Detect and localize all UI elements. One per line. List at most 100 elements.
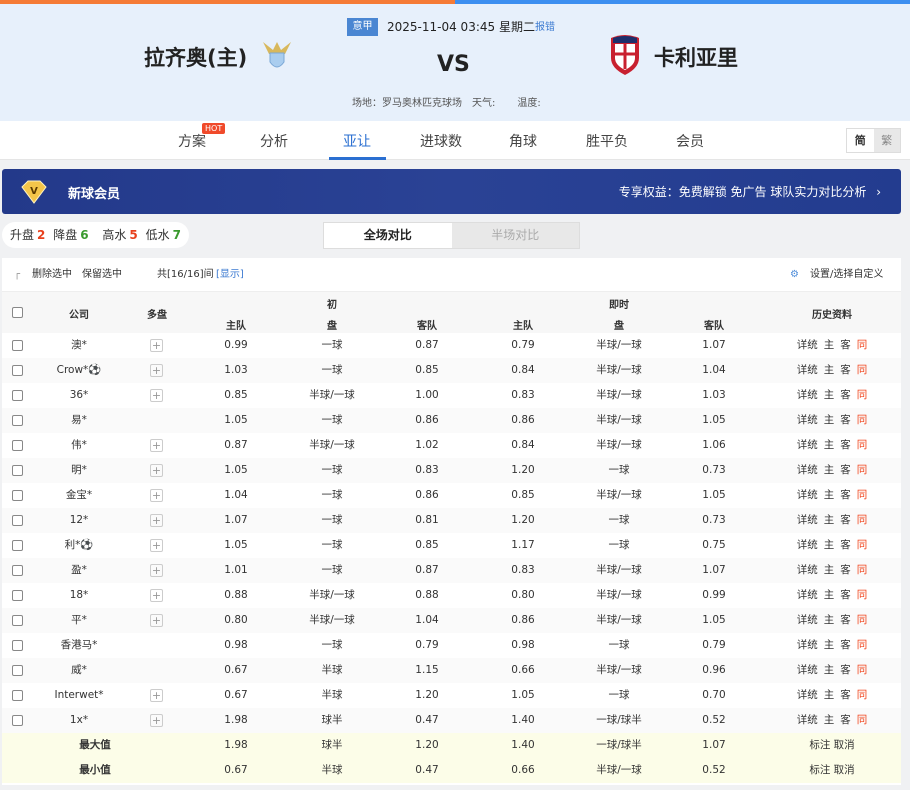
expand-plus-icon[interactable]: + (150, 489, 163, 502)
company-name[interactable]: 明* (71, 464, 87, 476)
keep-selected-button[interactable]: 保留选中 (82, 269, 122, 280)
history-away-link[interactable]: 客 (840, 464, 851, 476)
simplified-button[interactable]: 简 (847, 129, 874, 152)
expand-plus-icon[interactable]: + (150, 689, 163, 702)
history-away-link[interactable]: 客 (840, 414, 851, 426)
history-same-link[interactable]: 同 (856, 389, 868, 401)
league-badge[interactable]: 意甲 (347, 18, 378, 36)
history-stats-link[interactable]: 详统 (796, 489, 818, 501)
history-same-link[interactable]: 同 (856, 364, 868, 376)
history-away-link[interactable]: 客 (840, 614, 851, 626)
row-checkbox[interactable] (12, 715, 23, 726)
history-same-link[interactable]: 同 (856, 464, 868, 476)
history-same-link[interactable]: 同 (856, 539, 868, 551)
expand-plus-icon[interactable]: + (150, 464, 163, 477)
home-team-name[interactable]: 拉齐奥(主) (144, 46, 248, 70)
row-checkbox[interactable] (12, 640, 23, 651)
history-same-link[interactable]: 同 (856, 614, 868, 626)
tab-goals[interactable]: 进球数 (420, 134, 462, 150)
history-home-link[interactable]: 主 (823, 539, 835, 551)
tab-corners[interactable]: 角球 (509, 134, 537, 150)
history-home-link[interactable]: 主 (823, 514, 835, 526)
tab-analysis[interactable]: 分析 (260, 134, 288, 150)
history-stats-link[interactable]: 详统 (796, 339, 818, 351)
history-stats-link[interactable]: 详统 (796, 589, 818, 601)
history-same-link[interactable]: 同 (856, 589, 868, 601)
row-checkbox[interactable] (12, 565, 23, 576)
history-stats-link[interactable]: 详统 (796, 414, 818, 426)
row-checkbox[interactable] (12, 665, 23, 676)
company-name[interactable]: 18* (69, 589, 89, 601)
history-stats-link[interactable]: 详统 (796, 614, 818, 626)
expand-plus-icon[interactable]: + (150, 714, 163, 727)
tab-asian-handicap[interactable]: 亚让 (343, 134, 371, 150)
membership-banner[interactable]: V 新球会员 专享权益：免费解锁 免广告 球队实力对比分析 › (2, 169, 901, 214)
expand-plus-icon[interactable]: + (150, 439, 163, 452)
company-name[interactable]: 盈* (71, 564, 87, 576)
row-checkbox[interactable] (12, 615, 23, 626)
select-all-checkbox[interactable] (12, 307, 23, 318)
history-home-link[interactable]: 主 (823, 464, 835, 476)
history-stats-link[interactable]: 详统 (796, 514, 818, 526)
row-checkbox[interactable] (12, 590, 23, 601)
history-stats-link[interactable]: 详统 (796, 439, 818, 451)
expand-plus-icon[interactable]: + (150, 514, 163, 527)
history-same-link[interactable]: 同 (856, 714, 868, 726)
history-same-link[interactable]: 同 (856, 489, 868, 501)
history-away-link[interactable]: 客 (840, 689, 851, 701)
history-stats-link[interactable]: 详统 (796, 639, 818, 651)
row-checkbox[interactable] (12, 415, 23, 426)
history-home-link[interactable]: 主 (823, 639, 835, 651)
history-stats-link[interactable]: 详统 (796, 364, 818, 376)
company-name[interactable]: 金宝* (65, 489, 93, 501)
row-checkbox[interactable] (12, 690, 23, 701)
history-same-link[interactable]: 同 (856, 339, 868, 351)
history-same-link[interactable]: 同 (856, 664, 868, 676)
history-same-link[interactable]: 同 (856, 689, 868, 701)
history-same-link[interactable]: 同 (856, 564, 868, 576)
expand-plus-icon[interactable]: + (150, 614, 163, 627)
history-home-link[interactable]: 主 (823, 339, 835, 351)
history-home-link[interactable]: 主 (823, 414, 835, 426)
company-name[interactable]: Interwet* (54, 689, 104, 701)
tab-1x2[interactable]: 胜平负 (586, 134, 628, 150)
history-home-link[interactable]: 主 (823, 714, 835, 726)
history-stats-link[interactable]: 详统 (796, 714, 818, 726)
expand-plus-icon[interactable]: + (150, 539, 163, 552)
settings-button[interactable]: 设置/选择自定义 (810, 269, 884, 280)
history-stats-link[interactable]: 详统 (796, 564, 818, 576)
row-checkbox[interactable] (12, 490, 23, 501)
history-home-link[interactable]: 主 (823, 664, 835, 676)
report-error-link[interactable]: 报错 (535, 22, 555, 33)
history-stats-link[interactable]: 详统 (796, 664, 818, 676)
company-name[interactable]: 威* (71, 664, 87, 676)
history-away-link[interactable]: 客 (840, 564, 851, 576)
show-link[interactable]: [显示] (216, 269, 244, 280)
history-stats-link[interactable]: 详统 (796, 464, 818, 476)
history-stats-link[interactable]: 详统 (796, 539, 818, 551)
row-checkbox[interactable] (12, 440, 23, 451)
row-checkbox[interactable] (12, 365, 23, 376)
history-same-link[interactable]: 同 (856, 414, 868, 426)
history-away-link[interactable]: 客 (840, 589, 851, 601)
history-stats-link[interactable]: 详统 (796, 389, 818, 401)
traditional-button[interactable]: 繁 (873, 129, 900, 152)
history-same-link[interactable]: 同 (856, 639, 868, 651)
mark-cancel-actions[interactable]: 标注 取消 (809, 739, 855, 751)
company-name[interactable]: 1x* (69, 714, 89, 726)
history-away-link[interactable]: 客 (840, 364, 851, 376)
history-home-link[interactable]: 主 (823, 614, 835, 626)
history-away-link[interactable]: 客 (840, 514, 851, 526)
row-checkbox[interactable] (12, 390, 23, 401)
company-name[interactable]: 36* (69, 389, 89, 401)
row-checkbox[interactable] (12, 515, 23, 526)
history-away-link[interactable]: 客 (840, 489, 851, 501)
history-away-link[interactable]: 客 (840, 439, 851, 451)
full-match-button[interactable]: 全场对比 (324, 223, 452, 248)
history-home-link[interactable]: 主 (823, 389, 835, 401)
history-away-link[interactable]: 客 (840, 639, 851, 651)
expand-plus-icon[interactable]: + (150, 389, 163, 402)
mark-cancel-actions[interactable]: 标注 取消 (809, 764, 855, 776)
company-name[interactable]: 伟* (71, 439, 87, 451)
history-home-link[interactable]: 主 (823, 364, 835, 376)
